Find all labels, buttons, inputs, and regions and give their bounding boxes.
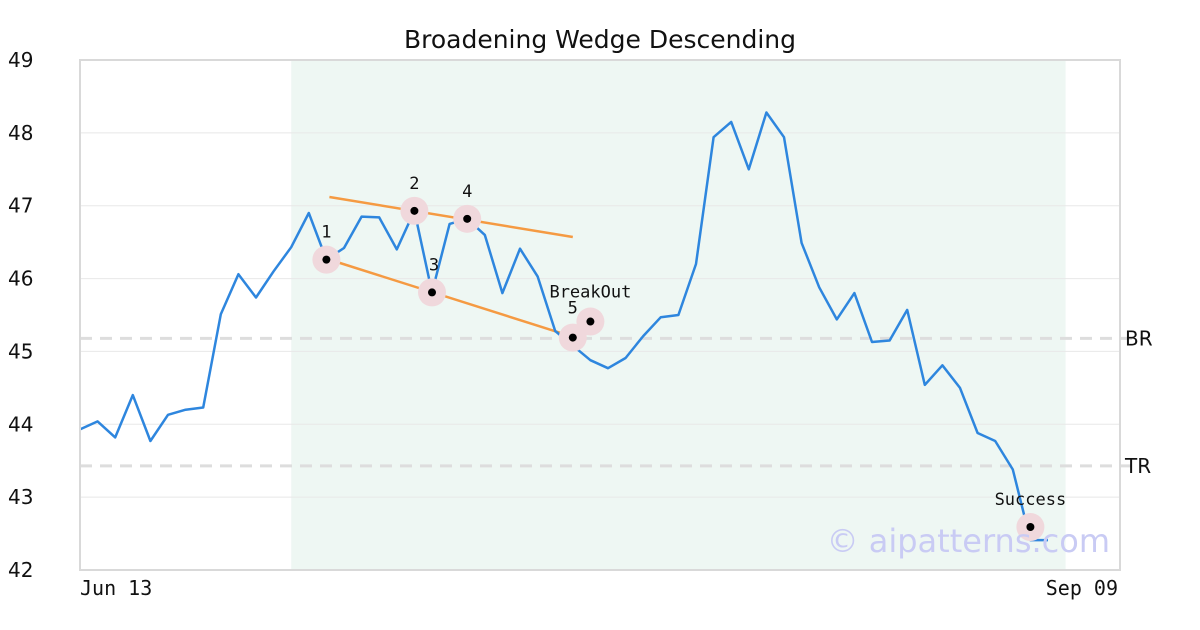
point-label: BreakOut <box>549 283 631 303</box>
chart-title: Broadening Wedge Descending <box>404 25 796 54</box>
plot-frame <box>79 59 1121 571</box>
level-label: TR <box>1124 454 1151 478</box>
point-label: Success <box>995 490 1067 510</box>
y-tick-label: 47 <box>8 194 33 218</box>
point-label: 5 <box>568 299 578 319</box>
y-tick-label: 43 <box>8 485 33 509</box>
x-tick-label: Sep 09 <box>1046 576 1118 600</box>
y-tick-label: 48 <box>8 121 33 145</box>
point-marker <box>586 317 595 326</box>
trendlines-layer <box>329 195 574 339</box>
point-marker <box>428 288 436 297</box>
point-marker <box>322 255 331 264</box>
y-tick-label: 46 <box>8 267 33 291</box>
point-marker <box>410 206 419 215</box>
trendline <box>329 258 574 339</box>
y-tick-label: 49 <box>8 48 33 72</box>
level-label: BR <box>1125 326 1153 350</box>
x-tick-label: Jun 13 <box>80 576 152 600</box>
y-tick-label: 45 <box>8 339 33 363</box>
y-tick-label: 44 <box>8 412 33 436</box>
point-marker <box>568 333 577 342</box>
point-marker <box>463 214 472 223</box>
point-label: 2 <box>409 174 419 194</box>
y-tick-label: 42 <box>8 558 33 582</box>
point-label: 3 <box>429 255 439 275</box>
level-lines-layer: BR TR <box>80 326 1153 478</box>
point-label: 4 <box>462 182 472 202</box>
point-marker <box>1026 523 1035 532</box>
point-label: 1 <box>321 223 331 243</box>
watermark: © aipatterns.com <box>827 522 1110 560</box>
trendline <box>329 195 574 239</box>
